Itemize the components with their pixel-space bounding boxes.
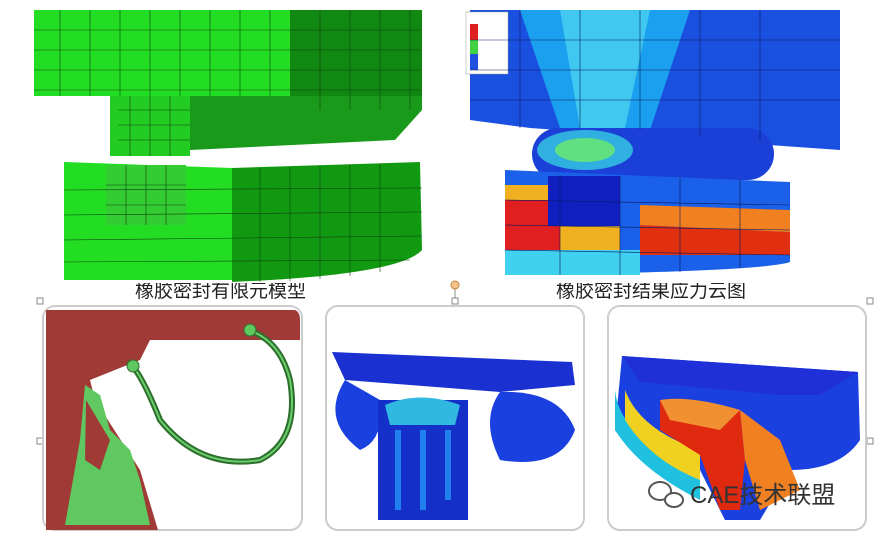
stress-result-image: [465, 10, 840, 275]
fe-model-image: [34, 10, 423, 282]
selection-handles: [36, 280, 874, 445]
seal-stress-3d-image: [607, 305, 867, 531]
seal-3d-image: [325, 305, 585, 531]
caption-left: 橡胶密封有限元模型: [135, 280, 306, 302]
seal-section-image: [42, 305, 303, 531]
watermark-text: CAE技术联盟: [690, 482, 835, 509]
watermark: CAE技术联盟: [648, 481, 835, 509]
caption-right: 橡胶密封结果应力云图: [556, 280, 746, 302]
